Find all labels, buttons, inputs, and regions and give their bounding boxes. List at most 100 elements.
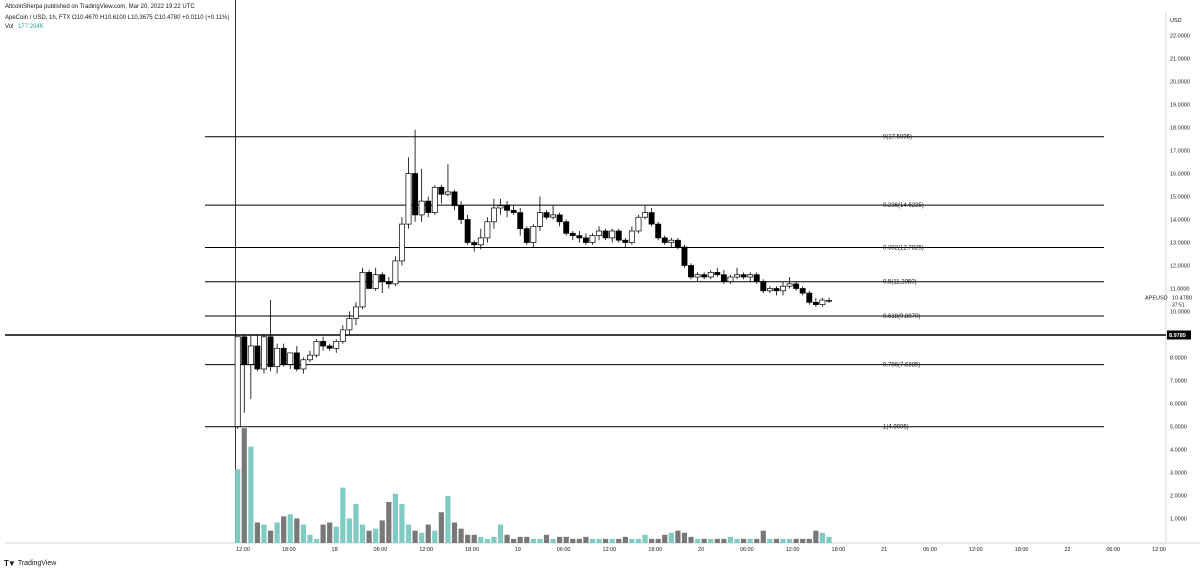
price-tick-label: 16.0000	[1170, 172, 1190, 178]
volume-bar	[603, 538, 609, 543]
candle-body	[707, 272, 714, 278]
volume-bar	[583, 536, 589, 543]
volume-value: 177.204K	[18, 24, 44, 30]
candle-body	[287, 352, 294, 365]
volume-bar	[760, 530, 766, 543]
price-tick-label: 17.0000	[1170, 149, 1190, 155]
volume-bar	[780, 538, 786, 543]
candle-body	[458, 205, 465, 220]
time-tick-label: 18:00	[465, 547, 479, 553]
footer-brand: T▼ TradingView	[4, 559, 56, 568]
volume-bar	[313, 538, 320, 543]
price-tick-label: 22.0000	[1170, 34, 1190, 40]
price-unit-label: USD	[1170, 18, 1182, 24]
volume-bar	[609, 538, 615, 543]
candle-body	[688, 265, 694, 278]
price-tick-label: 5.0000	[1170, 425, 1187, 431]
volume-bar	[412, 530, 418, 543]
fib-level-label: 0.236(14.6235)	[883, 203, 924, 209]
candle-body	[261, 336, 267, 370]
candle-body	[766, 288, 773, 292]
volume-bar	[438, 512, 444, 543]
candle-body	[517, 212, 524, 230]
candle-body	[274, 347, 281, 368]
candle-body	[523, 228, 530, 243]
marked-level-badge	[1167, 330, 1191, 340]
publisher-line: AltcoinSherpa published on TradingView.c…	[5, 4, 195, 10]
volume-bar	[353, 504, 359, 543]
candle-body	[464, 219, 471, 243]
volume-bar	[405, 524, 412, 543]
candle-body	[734, 274, 740, 278]
candle-body	[793, 283, 800, 289]
volume-bar	[425, 524, 431, 543]
time-tick-label: 18:00	[648, 547, 662, 553]
candle-body	[648, 212, 655, 225]
candle-body	[438, 186, 445, 195]
candle-body	[300, 359, 307, 370]
last-price-countdown: 37:51	[1172, 303, 1185, 309]
candle-body	[602, 230, 609, 239]
candle-body	[392, 260, 399, 285]
candle-body	[359, 272, 366, 308]
volume-bar	[800, 538, 806, 543]
volume-bar	[695, 538, 701, 543]
candle-body	[694, 274, 701, 278]
time-tick-label: 06:00	[1106, 547, 1120, 553]
candle-body	[346, 318, 353, 331]
price-tick-label: 21.0000	[1170, 57, 1190, 63]
volume-bar	[359, 524, 366, 543]
volume-bar	[570, 538, 576, 543]
volume-bar	[734, 538, 740, 543]
candle-body	[582, 237, 589, 243]
volume-bar	[386, 502, 392, 543]
time-tick-label: 06:00	[557, 547, 571, 553]
volume-bar	[511, 538, 517, 543]
volume-bar	[557, 536, 563, 543]
candle-body	[806, 292, 813, 303]
volume-bar	[727, 536, 734, 543]
volume-bar	[708, 538, 714, 543]
volume-legend: Vol 177.204K	[5, 24, 44, 31]
candle-body	[622, 239, 629, 243]
volume-bar	[668, 532, 674, 543]
candle-body	[510, 209, 517, 213]
time-tick-label: 12:00	[603, 547, 617, 553]
volume-bar	[261, 524, 267, 543]
candle-body	[589, 235, 596, 243]
candle-body	[353, 306, 359, 319]
time-tick-label: 06:00	[740, 547, 754, 553]
time-tick-label: 12:00	[419, 547, 433, 553]
volume-bar	[655, 538, 661, 543]
volume-bar	[294, 518, 300, 543]
candle-body	[399, 223, 405, 262]
candle-body	[247, 345, 254, 365]
volume-bar	[550, 538, 556, 543]
volume-bar	[649, 538, 655, 543]
price-tick-label: 19.0000	[1170, 103, 1190, 109]
last-price-value: 10.4780	[1172, 296, 1192, 302]
volume-bar	[274, 522, 280, 543]
time-tick-label: 06:00	[923, 547, 937, 553]
candle-body	[674, 239, 681, 248]
price-tick-label: 14.0000	[1170, 218, 1190, 224]
volume-bar	[754, 538, 760, 543]
candle-body	[307, 354, 313, 361]
time-tick-label: 12:00	[236, 547, 250, 553]
candle-body	[536, 212, 543, 227]
fib-level-label: 0.618(9.8070)	[883, 314, 920, 320]
volume-bar	[327, 522, 333, 543]
candle-body	[628, 230, 635, 243]
volume-bar	[248, 446, 254, 543]
symbol-ohlc-line: ApeCoin / USD, 1h, FTX O10.4670 H10.6100…	[5, 15, 230, 21]
candle-body	[484, 221, 491, 239]
price-tick-label: 13.0000	[1170, 241, 1190, 247]
volume-bar	[629, 538, 635, 543]
time-tick-label: 12:00	[1152, 547, 1166, 553]
time-tick-label: 22	[1064, 547, 1070, 553]
candle-body	[425, 200, 432, 213]
volume-bar	[537, 538, 543, 543]
candle-body	[477, 237, 484, 246]
volume-bar	[721, 538, 727, 543]
